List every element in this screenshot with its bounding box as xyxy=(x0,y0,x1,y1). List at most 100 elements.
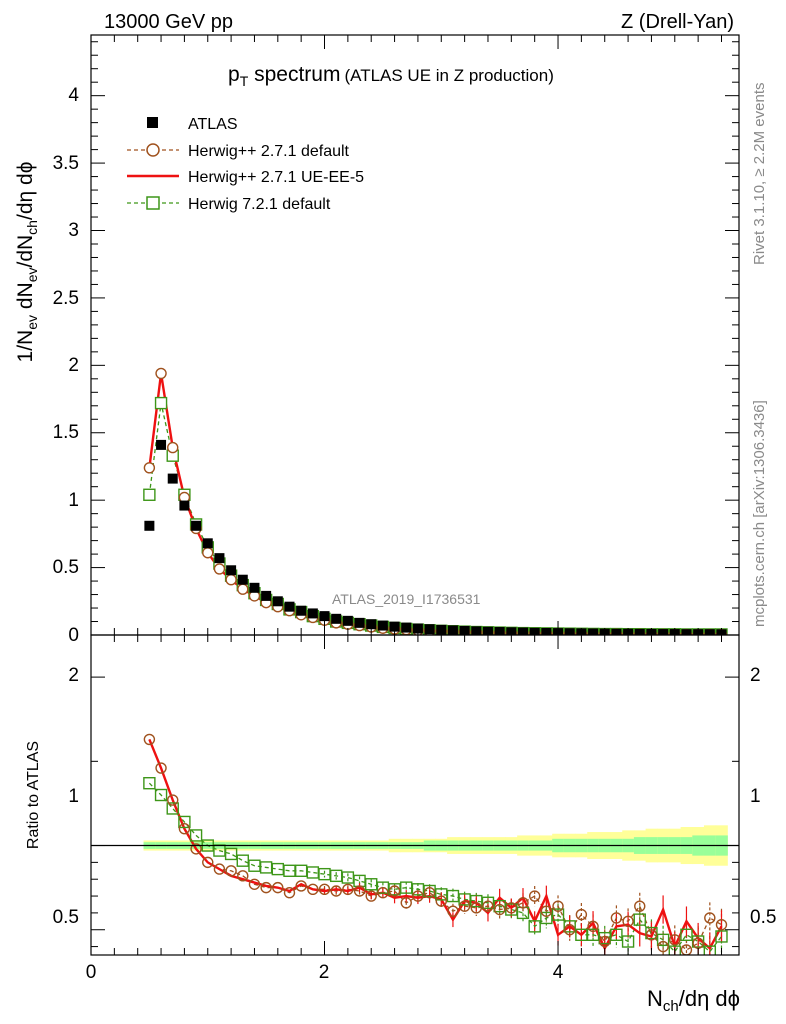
ratio-point-herwig72 xyxy=(154,788,168,802)
ratio-point-herwig-default xyxy=(307,883,319,896)
point-atlas xyxy=(634,628,645,635)
ratio-point-herwig-default xyxy=(342,883,354,896)
y-tick-label-2: 2 xyxy=(68,355,79,376)
ratio-point-herwig-default xyxy=(167,794,179,806)
point-atlas xyxy=(226,565,237,576)
ratio-point-herwig-default xyxy=(295,880,307,892)
ratio-point-herwig-default xyxy=(669,934,681,946)
y-tick-label-0: 0 xyxy=(68,625,79,646)
ratio-point-herwig-default xyxy=(237,870,249,882)
ratio-point-herwig72 xyxy=(633,913,646,926)
point-atlas xyxy=(658,629,669,635)
legend-label-atlas: ATLAS xyxy=(188,116,238,133)
point-herwig-default xyxy=(237,583,249,595)
point-atlas xyxy=(518,627,528,635)
point-atlas xyxy=(237,574,248,585)
ratio-point-herwig-default xyxy=(657,940,669,953)
point-atlas xyxy=(342,615,353,626)
ratio-point-herwig72 xyxy=(703,945,717,955)
point-atlas xyxy=(564,628,575,635)
ratio-tick-label-2: 2 xyxy=(68,665,79,686)
point-atlas xyxy=(319,611,330,622)
rivet-label: Rivet 3.1.10, ≥ 2.2M events xyxy=(751,83,768,266)
ratio-point-herwig-default xyxy=(552,900,564,912)
ratio-point-herwig72 xyxy=(621,935,635,948)
ratio-point-herwig-default xyxy=(190,843,202,855)
x-tick-label-4: 4 xyxy=(553,962,564,983)
legend-label-herwig-default: Herwig++ 2.7.1 default xyxy=(188,143,350,160)
ratio-plot-series xyxy=(143,733,728,955)
ratio-point-herwig72 xyxy=(680,928,693,941)
legend-marker-herwig72 xyxy=(146,196,160,210)
point-atlas xyxy=(191,520,202,531)
y-tick-label-0.5: 0.5 xyxy=(53,557,79,578)
ratio-point-herwig-default xyxy=(645,929,658,941)
ratio-point-herwig-default xyxy=(155,762,167,774)
point-atlas xyxy=(611,628,622,635)
point-atlas xyxy=(296,605,307,616)
ratio-point-herwig-default xyxy=(353,885,366,897)
ratio-point-herwig72 xyxy=(178,815,191,829)
ratio-point-herwig72 xyxy=(143,777,156,790)
ratio-plot-frame xyxy=(90,634,740,956)
point-atlas xyxy=(214,553,225,564)
y-tick-label-4: 4 xyxy=(68,85,79,106)
ratio-point-herwig-default xyxy=(704,912,716,924)
x-axis-label: Nch/dη dϕ xyxy=(647,986,740,1015)
point-atlas xyxy=(704,629,715,635)
ratio-point-herwig72 xyxy=(528,920,541,933)
point-atlas xyxy=(354,617,365,628)
ratio-point-herwig72 xyxy=(551,908,565,921)
ratio-point-herwig72 xyxy=(189,829,203,842)
legend: ATLAS Herwig++ 2.7.1 default Herwig++ 2.… xyxy=(127,116,364,213)
ratio-point-herwig-default xyxy=(318,883,331,896)
point-herwig-default xyxy=(167,441,179,454)
point-herwig-default xyxy=(143,462,156,474)
ratio-point-herwig-default xyxy=(272,881,284,894)
ratio-point-herwig-default xyxy=(505,902,518,914)
axis-ticks xyxy=(90,35,739,955)
ratio-point-herwig-default xyxy=(143,733,156,746)
ratio-point-herwig-default xyxy=(599,935,611,948)
point-atlas xyxy=(471,626,482,635)
legend-label-herwig72: Herwig 7.2.1 default xyxy=(188,196,331,213)
point-herwig-default xyxy=(225,574,237,586)
ratio-point-herwig-default xyxy=(225,865,237,877)
ratio-point-herwig-default xyxy=(248,878,261,890)
ratio-point-herwig-default xyxy=(435,895,447,907)
ratio-point-herwig72 xyxy=(236,854,249,867)
legend-label-herwig-ueee5: Herwig++ 2.7.1 UE-EE-5 xyxy=(188,169,364,186)
x-tick-label-0: 0 xyxy=(86,962,97,983)
header-right: Z (Drell-Yan) xyxy=(621,11,734,33)
ratio-point-herwig72 xyxy=(166,802,179,815)
ratio-tick-label-right-1: 1 xyxy=(750,786,761,807)
ratio-point-herwig-default xyxy=(715,918,728,931)
ratio-point-herwig-default xyxy=(260,881,272,894)
ratio-point-herwig-default xyxy=(517,897,529,909)
point-atlas xyxy=(389,621,400,632)
ratio-point-herwig72 xyxy=(645,926,658,940)
ratio-point-herwig-default xyxy=(528,890,541,902)
header-left: 13000 GeV pp xyxy=(104,11,233,33)
ratio-point-herwig-default xyxy=(178,822,191,835)
ratio-point-herwig72 xyxy=(563,920,576,933)
point-atlas xyxy=(284,601,295,612)
point-atlas xyxy=(144,520,155,531)
ratio-point-herwig-default xyxy=(330,885,342,897)
ratio-point-herwig-default xyxy=(540,905,553,917)
ratio-point-herwig-default xyxy=(412,890,424,902)
y-tick-label-1.5: 1.5 xyxy=(53,422,79,443)
ratio-axis-label: Ratio to ATLAS xyxy=(25,741,42,849)
point-atlas xyxy=(331,613,342,624)
legend-marker-herwig-default xyxy=(146,143,160,157)
point-atlas xyxy=(494,627,505,635)
legend-marker-atlas xyxy=(147,117,158,128)
ratio-point-herwig-default xyxy=(447,905,459,917)
ratio-point-herwig-default xyxy=(634,900,646,912)
plot-title: pT spectrum (ATLAS UE in Z production) xyxy=(228,63,554,89)
ratio-point-herwig72 xyxy=(224,847,238,861)
point-atlas xyxy=(541,627,552,635)
ratio-point-herwig-default xyxy=(213,863,226,875)
ratio-point-herwig-default xyxy=(423,886,436,899)
